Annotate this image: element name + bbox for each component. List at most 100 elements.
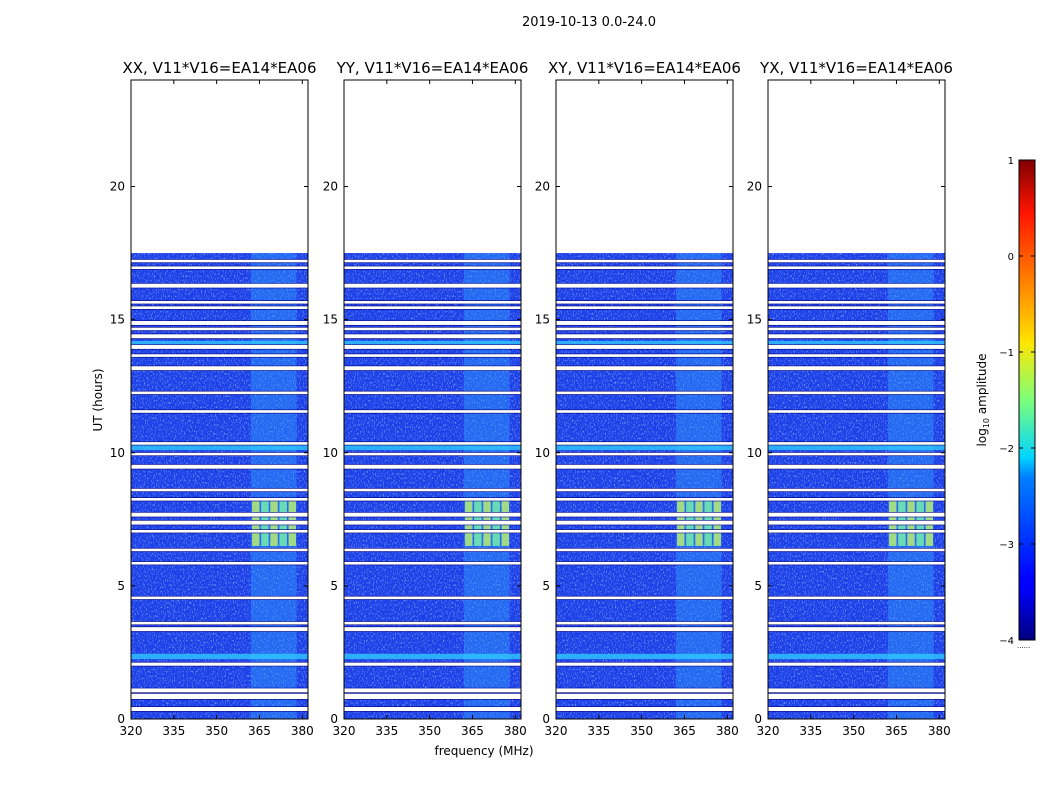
flagged-row (131, 548, 308, 552)
flagged-row (344, 344, 521, 349)
y-tick-label: 15 (323, 313, 338, 327)
flagged-row (131, 627, 308, 632)
panels: XX, V11*V16=EA14*EA06 320 335 350 365 380 0 5 10… (110, 59, 953, 738)
flagged-row (344, 391, 521, 395)
flagged-row (344, 320, 521, 325)
flagged-row (556, 452, 733, 456)
flagged-row (556, 354, 733, 357)
y-tick-label: 15 (535, 313, 550, 327)
flagged-row (556, 320, 733, 325)
flagged-row (768, 627, 945, 632)
flagged-row (556, 283, 733, 288)
flagged-row (131, 306, 308, 309)
heatmap-image (344, 253, 521, 719)
flagged-row (131, 621, 308, 625)
flagged-row (344, 442, 521, 445)
y-tick-label: 5 (542, 579, 550, 593)
y-tick-label: 10 (535, 446, 550, 460)
x-tick-label: 350 (205, 724, 228, 738)
x-tick-label: 320 (545, 724, 568, 738)
x-tick-label: 335 (162, 724, 185, 738)
flagged-row (344, 548, 521, 552)
flagged-row (344, 354, 521, 357)
x-tick-label: 380 (928, 724, 951, 738)
y-tick-label: 10 (747, 446, 762, 460)
flagged-row (768, 693, 945, 700)
flagged-row (344, 561, 521, 565)
flagged-row (131, 693, 308, 700)
flagged-row (556, 498, 733, 501)
panel-title: YY, V11*V16=EA14*EA06 (336, 59, 529, 77)
bright-row (344, 444, 521, 451)
flagged-row (768, 320, 945, 325)
flagged-row (131, 520, 308, 525)
flagged-row (556, 488, 733, 492)
x-tick-label: 335 (587, 724, 610, 738)
flagged-row (344, 662, 521, 666)
flagged-row (768, 344, 945, 349)
panel-2: YY, V11*V16=EA14*EA06 320 335 350 365 380 0 5 10… (323, 59, 529, 738)
flagged-row (131, 391, 308, 395)
colorbar-gradient (1018, 159, 1036, 641)
flagged-row (131, 512, 308, 517)
y-axis-label: UT (hours) (91, 368, 105, 431)
flagged-row (344, 512, 521, 517)
flagged-row (768, 259, 945, 263)
flagged-row (556, 344, 733, 349)
flagged-row (768, 283, 945, 288)
flagged-row (556, 707, 733, 712)
x-tick-label: 320 (757, 724, 780, 738)
bright-row (768, 340, 945, 345)
x-tick-label: 320 (120, 724, 143, 738)
bright-row (344, 653, 521, 660)
panel-title: XY, V11*V16=EA14*EA06 (548, 59, 741, 77)
flagged-row (768, 366, 945, 371)
flagged-row (768, 529, 945, 533)
bright-row (131, 653, 308, 660)
flagged-row (768, 327, 945, 331)
x-tick-label: 335 (799, 724, 822, 738)
bright-row (131, 340, 308, 345)
flagged-row (556, 627, 733, 632)
flagged-row (768, 548, 945, 552)
colorbar-tick-label: −1 (999, 348, 1014, 359)
flagged-row (768, 306, 945, 309)
y-tick-label: 20 (323, 180, 338, 194)
flagged-row (344, 621, 521, 625)
flagged-row (556, 391, 733, 395)
flagged-row (768, 512, 945, 517)
x-tick-label: 350 (842, 724, 865, 738)
flagged-row (768, 707, 945, 712)
y-tick-label: 5 (117, 579, 125, 593)
flagged-row (556, 266, 733, 270)
flagged-row (556, 662, 733, 666)
flagged-row (556, 442, 733, 445)
flagged-row (131, 410, 308, 413)
flagged-row (344, 283, 521, 288)
flagged-row (768, 391, 945, 395)
y-tick-label: 10 (110, 446, 125, 460)
flagged-row (344, 334, 521, 339)
flagged-row (344, 266, 521, 270)
y-tick-label: 15 (110, 313, 125, 327)
flagged-row (131, 561, 308, 565)
flagged-row (131, 707, 308, 712)
flagged-row (131, 688, 308, 693)
flagged-row (131, 366, 308, 371)
flagged-row (131, 334, 308, 339)
flagged-row (131, 266, 308, 270)
bright-row (768, 444, 945, 451)
flagged-row (556, 529, 733, 533)
flagged-row (131, 464, 308, 469)
flagged-row (344, 366, 521, 371)
flagged-row (131, 488, 308, 492)
y-tick-label: 10 (323, 446, 338, 460)
bright-row (344, 340, 521, 345)
panel-3: XY, V11*V16=EA14*EA06 320 335 350 365 380 0 5 10… (535, 59, 741, 738)
panel-frame (130, 79, 309, 720)
x-tick-label: 365 (248, 724, 271, 738)
flagged-row (556, 520, 733, 525)
x-tick-label: 365 (885, 724, 908, 738)
figure-suptitle: 2019-10-13 0.0-24.0 (522, 15, 656, 30)
